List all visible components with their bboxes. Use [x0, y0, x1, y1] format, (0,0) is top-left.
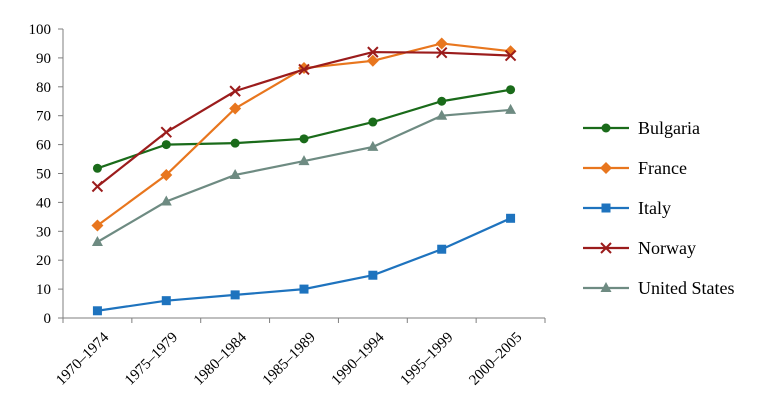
italy-point — [230, 290, 240, 300]
united-states-point — [298, 155, 310, 166]
bulgaria-point — [299, 134, 309, 144]
legend-united-states-point — [600, 282, 612, 292]
y-tick-label: 80 — [36, 80, 51, 96]
x-tick-label: 1995–1999 — [397, 330, 456, 389]
france-point — [160, 168, 173, 181]
bulgaria-point — [92, 163, 102, 173]
norway-point-stroke — [298, 63, 310, 76]
bulgaria-point — [230, 138, 240, 148]
y-tick-label: 60 — [36, 138, 51, 154]
norway-point — [229, 85, 241, 97]
norway-point — [160, 126, 172, 138]
italy-point — [368, 270, 378, 280]
legend-italy-label: Italy — [638, 198, 671, 218]
legend-france-label: France — [638, 158, 687, 178]
bulgaria-point — [368, 117, 378, 127]
italy-point — [437, 244, 447, 254]
legend-italy-point — [601, 203, 611, 213]
y-tick-label: 0 — [44, 311, 52, 327]
legend-norway-label: Norway — [638, 238, 696, 258]
norway-point-stroke — [436, 46, 448, 59]
legend-bulgaria-point — [601, 123, 611, 133]
norway-point-stroke — [91, 180, 104, 193]
france-point — [504, 45, 517, 58]
x-tick-label: 1985–1989 — [260, 330, 319, 389]
x-tick-label: 1975–1979 — [122, 330, 181, 389]
legend-united-states-label: United States — [638, 278, 735, 298]
norway-point — [367, 46, 379, 58]
y-tick-label: 70 — [36, 109, 51, 125]
y-tick-label: 40 — [36, 195, 51, 211]
bulgaria-point — [506, 85, 516, 95]
norway-point-stroke — [367, 46, 379, 58]
italy-point — [161, 296, 171, 306]
united-states-line — [96, 108, 511, 243]
y-tick-label: 20 — [36, 253, 51, 269]
united-states-point — [91, 235, 103, 246]
legend-bulgaria-label: Bulgaria — [638, 118, 700, 138]
united-states-point — [436, 109, 448, 120]
norway-point — [436, 46, 448, 59]
united-states-point — [229, 168, 241, 179]
y-tick-label: 10 — [36, 282, 51, 298]
norway-point — [298, 63, 310, 76]
italy-point — [92, 306, 102, 316]
x-tick-label: 1970–1974 — [53, 329, 112, 388]
norway-point — [91, 180, 104, 193]
norway-point — [504, 49, 517, 62]
italy-point — [506, 213, 516, 223]
legend-norway-point — [600, 242, 612, 254]
france-point — [91, 219, 104, 232]
norway-point-stroke — [229, 85, 241, 97]
france-point — [229, 102, 242, 115]
norway-point-stroke — [160, 126, 172, 138]
france-point — [366, 54, 379, 67]
united-states-point — [160, 195, 172, 206]
united-states-point — [367, 140, 379, 151]
x-tick-label: 2000–2005 — [466, 330, 525, 389]
italy-point — [299, 284, 309, 294]
bulgaria-point — [437, 96, 447, 106]
legend-norway-point-stroke — [600, 242, 612, 254]
bulgaria-point — [161, 140, 171, 150]
x-tick-label: 1990–1994 — [329, 329, 388, 388]
norway-point-stroke — [504, 49, 517, 62]
france-point — [435, 37, 448, 50]
united-states-point — [505, 103, 517, 114]
y-tick-label: 100 — [29, 22, 52, 38]
italy-line — [97, 217, 512, 312]
y-tick-label: 30 — [36, 224, 51, 240]
legend-france-point — [600, 162, 612, 174]
y-tick-label: 50 — [36, 167, 51, 183]
y-tick-label: 90 — [36, 51, 51, 67]
x-tick-label: 1980–1984 — [191, 329, 250, 388]
